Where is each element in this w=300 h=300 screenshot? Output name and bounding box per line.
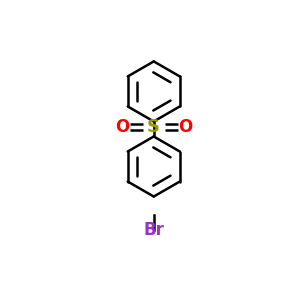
Text: O: O [178, 118, 192, 136]
Text: Br: Br [143, 221, 164, 239]
Text: S: S [147, 118, 160, 136]
Text: O: O [116, 118, 130, 136]
